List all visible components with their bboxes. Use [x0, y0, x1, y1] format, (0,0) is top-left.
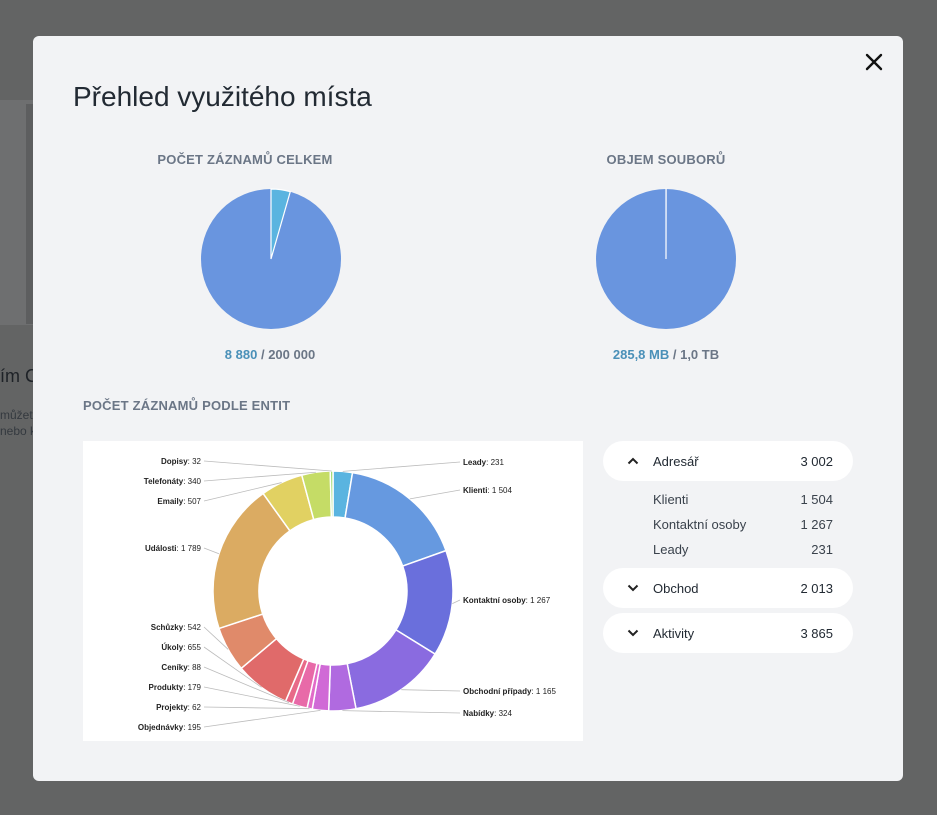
legend-group-value: 2 013 — [800, 580, 833, 596]
legend-group-name: Adresář — [653, 453, 699, 469]
donut-label: Projekty: 62 — [156, 703, 201, 712]
close-icon — [865, 53, 883, 71]
files-used: 285,8 MB — [612, 347, 670, 362]
donut-leader-line — [342, 710, 461, 714]
donut-leader-line — [409, 489, 461, 500]
donut-slice[interactable] — [344, 471, 447, 568]
donut-leader-line — [203, 471, 316, 482]
records-limit: 200 000 — [268, 347, 316, 362]
legend-group-name: Aktivity — [653, 625, 695, 641]
legend-group-aktivity[interactable]: Aktivity 3 865 — [603, 613, 853, 653]
donut-label: Objednávky: 195 — [138, 723, 202, 732]
entities-donut-chart: Leady: 231 Klienti: 1 504 Kontaktní osoby:… — [138, 457, 557, 732]
entities-donut-panel: Leady: 231 Klienti: 1 504 Kontaktní osoby:… — [83, 441, 583, 741]
chevron-down-icon — [623, 623, 643, 643]
files-separator: / — [669, 347, 681, 362]
donut-leader-line — [401, 689, 461, 692]
donut-leader-line — [452, 599, 461, 604]
donut-label: Dopisy: 32 — [161, 457, 202, 466]
donut-leader-line — [203, 646, 262, 688]
records-used: 8 880 — [224, 347, 258, 362]
legend-group-value: 3 865 — [800, 625, 833, 641]
legend-group-adresar[interactable]: Adresář 3 002 — [603, 441, 853, 481]
donut-label: Obchodní případy: 1 165 — [463, 687, 556, 696]
donut-leader-line — [203, 709, 321, 728]
background-panel-edge — [26, 104, 33, 324]
file-volume-caption: 285,8 MB / 1,0 TB — [566, 347, 766, 362]
legend-item-value: 1 267 — [800, 517, 833, 532]
donut-label: Události: 1 789 — [145, 544, 202, 553]
background-text-line: nebo k — [0, 424, 37, 438]
legend-sublist: Klienti 1 504 Kontaktní osoby 1 267 Lead… — [603, 487, 853, 562]
legend-group-obchod[interactable]: Obchod 2 013 — [603, 568, 853, 608]
legend-item-value: 1 504 — [800, 492, 833, 507]
records-separator: / — [257, 347, 269, 362]
donut-label: Nabídky: 324 — [463, 709, 512, 718]
legend-item: Leady 231 — [603, 537, 853, 562]
legend-item-name: Klienti — [653, 492, 689, 507]
donut-label: Leady: 231 — [463, 458, 504, 467]
chevron-up-icon — [623, 451, 643, 471]
legend-group-value: 3 002 — [800, 453, 833, 469]
donut-label: Ceníky: 88 — [161, 663, 201, 672]
entities-title: POČET ZÁZNAMŮ PODLE ENTIT — [83, 398, 291, 413]
donut-label: Telefonáty: 340 — [144, 477, 202, 486]
donut-label: Produkty: 179 — [149, 683, 202, 692]
storage-overview-modal: Přehled využitého místa POČET ZÁZNAMŮ CE… — [33, 36, 903, 781]
files-limit: 1,0 TB — [680, 347, 720, 362]
donut-label: Klienti: 1 504 — [463, 486, 512, 495]
donut-label: Emaily: 507 — [157, 497, 201, 506]
donut-leader-line — [342, 461, 461, 472]
legend-item-name: Kontaktní osoby — [653, 517, 747, 532]
modal-title: Přehled využitého místa — [73, 81, 372, 112]
donut-leader-line — [203, 460, 332, 472]
donut-slice[interactable] — [329, 470, 334, 518]
background-title-fragment: ím C — [0, 366, 38, 386]
donut-label: Schůzky: 542 — [151, 623, 202, 632]
donut-label: Kontaktní osoby: 1 267 — [463, 596, 551, 605]
donut-leader-line — [203, 706, 310, 710]
donut-leader-line — [203, 482, 282, 502]
close-button[interactable] — [862, 50, 886, 74]
entities-legend: Adresář 3 002 Klienti 1 504 Kontaktní os… — [603, 441, 853, 658]
chevron-down-icon — [623, 578, 643, 598]
donut-label: Úkoly: 655 — [161, 643, 201, 652]
background-text-line: můžet — [0, 408, 33, 422]
donut-leader-line — [203, 626, 229, 650]
file-volume-pie — [596, 188, 736, 329]
legend-item-value: 231 — [811, 542, 833, 557]
legend-item: Klienti 1 504 — [603, 487, 853, 512]
donut-leader-line — [203, 547, 220, 555]
legend-item-name: Leady — [653, 542, 689, 557]
donut-leader-line — [203, 686, 300, 707]
records-total-title: POČET ZÁZNAMŮ CELKEM — [157, 152, 333, 167]
file-volume-title: OBJEM SOUBORŮ — [606, 152, 726, 167]
records-total-caption: 8 880 / 200 000 — [170, 347, 370, 362]
legend-group-name: Obchod — [653, 580, 699, 596]
legend-item: Kontaktní osoby 1 267 — [603, 512, 853, 537]
records-total-pie — [201, 188, 341, 329]
donut-leader-line — [203, 666, 290, 703]
records-used-slice — [270, 188, 292, 260]
